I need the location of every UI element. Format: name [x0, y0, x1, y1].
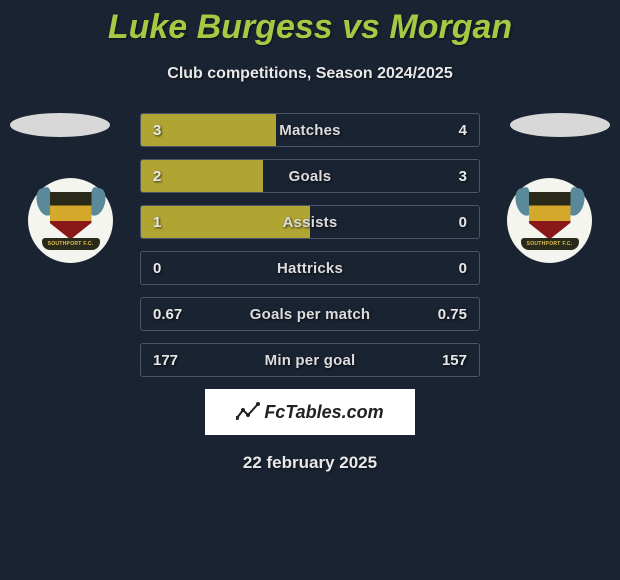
date-text: 22 february 2025	[0, 453, 620, 473]
stat-value-right: 3	[459, 160, 467, 192]
crest-shield	[529, 192, 571, 240]
comparison-content: SOUTHPORT F.C. SOUTHPORT F.C. 3Matches42…	[0, 113, 620, 473]
page-title: Luke Burgess vs Morgan	[0, 0, 620, 47]
stat-label: Assists	[141, 206, 479, 238]
player-ellipse-right	[510, 113, 610, 137]
stat-value-right: 157	[442, 344, 467, 376]
stat-row: 1Assists0	[140, 205, 480, 239]
stat-value-right: 0	[459, 252, 467, 284]
stat-label: Min per goal	[141, 344, 479, 376]
crest-banner: SOUTHPORT F.C.	[521, 238, 579, 250]
stat-label: Goals per match	[141, 298, 479, 330]
stat-row: 2Goals3	[140, 159, 480, 193]
stat-value-right: 0	[459, 206, 467, 238]
stat-label: Hattricks	[141, 252, 479, 284]
brand-box: FcTables.com	[205, 389, 415, 435]
stat-value-right: 0.75	[438, 298, 467, 330]
stat-label: Matches	[141, 114, 479, 146]
page-subtitle: Club competitions, Season 2024/2025	[0, 65, 620, 83]
stat-row: 0Hattricks0	[140, 251, 480, 285]
crest-shield	[50, 192, 92, 240]
stat-value-right: 4	[459, 114, 467, 146]
stat-row: 0.67Goals per match0.75	[140, 297, 480, 331]
brand-text: FcTables.com	[264, 402, 383, 423]
stats-bars: 3Matches42Goals31Assists00Hattricks00.67…	[140, 113, 480, 377]
club-crest-left: SOUTHPORT F.C.	[28, 178, 113, 263]
stat-row: 177Min per goal157	[140, 343, 480, 377]
stat-label: Goals	[141, 160, 479, 192]
brand-icon	[236, 402, 260, 422]
stat-row: 3Matches4	[140, 113, 480, 147]
crest-banner: SOUTHPORT F.C.	[42, 238, 100, 250]
club-crest-right: SOUTHPORT F.C.	[507, 178, 592, 263]
player-ellipse-left	[10, 113, 110, 137]
